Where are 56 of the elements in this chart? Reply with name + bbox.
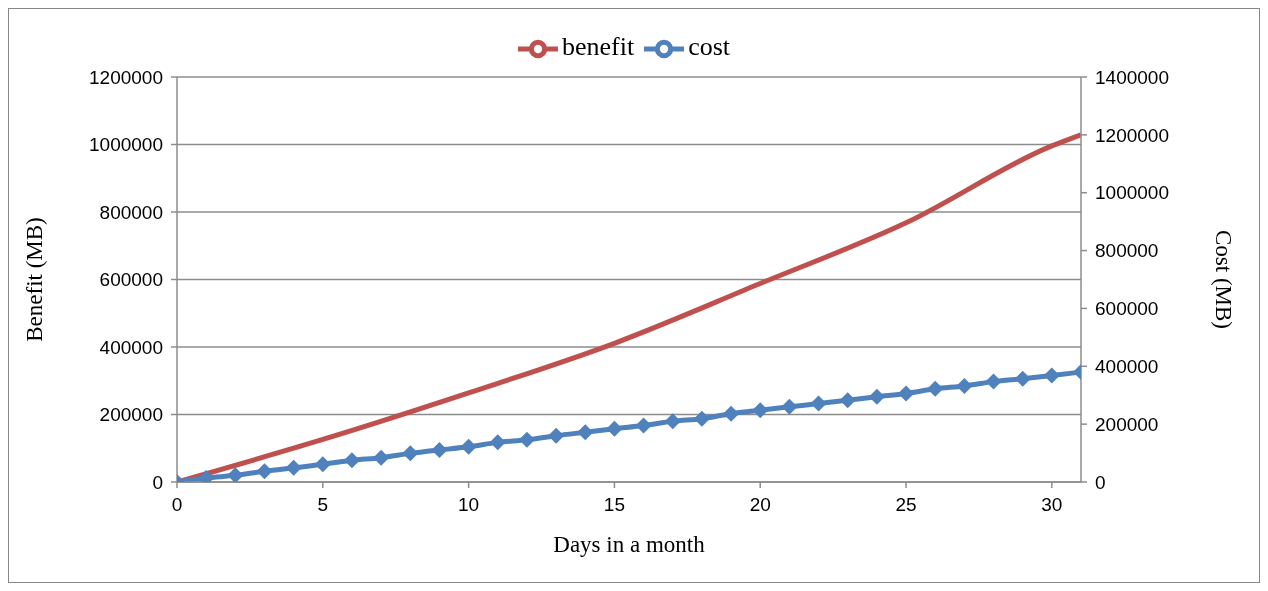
point [1014, 370, 1031, 387]
point [314, 456, 331, 473]
point [460, 438, 477, 455]
point [839, 392, 856, 409]
point [548, 427, 565, 444]
point [256, 463, 273, 480]
y2-tick-label: 400000 [1095, 356, 1159, 378]
point [956, 377, 973, 394]
y2-tick-label: 1400000 [1095, 66, 1169, 88]
y-tick-label: 0 [152, 471, 163, 493]
point [373, 449, 390, 466]
point [985, 373, 1002, 390]
y2-tick-label: 0 [1095, 471, 1106, 493]
point [606, 420, 623, 437]
x-tick-label: 25 [895, 494, 917, 516]
y-tick-label: 600000 [99, 269, 163, 291]
y2-tick-label: 600000 [1095, 298, 1159, 320]
x-tick-label: 0 [171, 494, 183, 516]
y2-axis-title: Cost (MB) [1210, 229, 1236, 330]
y2-tick-label: 800000 [1095, 240, 1159, 262]
point [635, 417, 652, 434]
y-axis-title: Benefit (MB) [22, 217, 48, 342]
point [664, 413, 681, 430]
point [518, 431, 535, 448]
point [898, 385, 915, 402]
x-axis-title: Days in a month [553, 532, 706, 557]
x-tick-label: 20 [749, 494, 771, 516]
point [285, 459, 302, 476]
x-tick-label: 10 [458, 494, 480, 516]
point [402, 445, 419, 462]
point [927, 380, 944, 397]
point [810, 395, 827, 412]
y-tick-label: 1200000 [89, 66, 163, 88]
y-tick-label: 800000 [99, 201, 163, 223]
point [227, 467, 244, 482]
x-tick-label: 15 [603, 494, 625, 516]
y-tick-label: 200000 [99, 404, 163, 426]
point [431, 441, 448, 458]
y-tick-label: 400000 [99, 336, 163, 358]
y2-tick-label: 1000000 [1095, 182, 1169, 204]
point [693, 410, 710, 427]
legend-label: cost [688, 31, 731, 61]
x-tick-label: 5 [317, 494, 329, 516]
y2-tick-label: 1200000 [1095, 124, 1169, 146]
legend-label: benefit [561, 31, 635, 61]
point [489, 434, 506, 451]
point [343, 452, 360, 469]
point [1043, 367, 1060, 384]
point [752, 402, 769, 419]
y2-tick-label: 200000 [1095, 413, 1159, 435]
point [781, 398, 798, 415]
point [577, 424, 594, 441]
x-tick-label: 30 [1041, 494, 1063, 516]
point [723, 405, 740, 422]
y-tick-label: 1000000 [89, 134, 163, 156]
point [868, 388, 885, 405]
